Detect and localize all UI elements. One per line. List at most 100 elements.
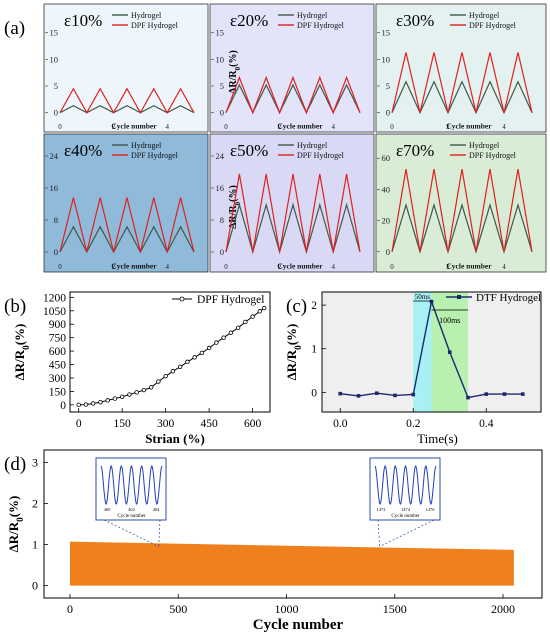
- data-point: [429, 299, 434, 304]
- inset-x-tick-label: 1474: [401, 507, 411, 512]
- x-axis-label: Cycle number: [277, 262, 323, 271]
- data-point: [163, 373, 168, 379]
- panel-c: 0 1 2 0.0 0.2 0.4 Time(s) ΔR/R0(%) 50ms 100ms DTF …: [284, 291, 542, 446]
- y-tick-label: 0: [54, 108, 58, 118]
- strain-label: ε70%: [396, 141, 434, 160]
- y-tick-label: 0: [60, 400, 66, 412]
- x-tick-label: 500: [169, 602, 187, 616]
- x-axis-label: Cycle number: [111, 122, 157, 131]
- x-tick-label: 0: [390, 123, 394, 131]
- series-line-hydrogel: [225, 83, 361, 115]
- data-point: [127, 392, 132, 397]
- inset-x-axis-label: Cycle number: [117, 514, 146, 519]
- x-tick-label: 2: [278, 263, 282, 271]
- x-tick-label: 1000: [275, 602, 299, 616]
- legend-label: DPF Hydrogel: [297, 151, 345, 160]
- y-tick-label: 2: [32, 496, 38, 510]
- y-tick-label: 750: [49, 333, 67, 345]
- data-point: [141, 387, 147, 393]
- data-point: [170, 369, 176, 374]
- legend-label: DPF Hydrogel: [469, 21, 517, 30]
- subplot-a2: 0 5 10 15 0 2 4 Cycle number ΔR/R0(%) ε20% Hydroge…: [209, 3, 375, 133]
- y-tick-label: 450: [49, 360, 67, 372]
- x-tick-label: 0: [58, 263, 62, 271]
- data-point: [447, 350, 452, 355]
- x-tick-label: 0: [76, 418, 82, 430]
- y-tick-label: 1050: [43, 306, 66, 318]
- data-point: [112, 396, 118, 401]
- x-tick-label: 0: [67, 602, 73, 616]
- y-tick-label: 10: [50, 54, 59, 64]
- data-point: [356, 394, 361, 398]
- data-point: [262, 305, 267, 311]
- inset-x-axis-label: Cycle number: [391, 514, 420, 519]
- strain-label: ε40%: [64, 141, 102, 160]
- y-tick-label: 3: [32, 455, 38, 469]
- data-point: [502, 392, 507, 396]
- data-point: [214, 340, 219, 345]
- series-line-dpf-hydrogel: [59, 197, 195, 253]
- x-tick-label: 0.2: [406, 418, 421, 430]
- y-tick-label: 600: [49, 346, 67, 358]
- legend-marker: [179, 296, 185, 302]
- x-axis-label: Cycle number: [446, 262, 492, 271]
- data-point: [411, 392, 416, 397]
- y-tick-label: 10: [216, 54, 225, 64]
- panel-d: 0 1 2 3 0 500 1000 1500 2000 Cycle number ΔR/R0(%)…: [6, 449, 543, 633]
- y-tick-label: 1: [32, 538, 38, 552]
- panel-label-d: (d): [4, 454, 26, 475]
- data-point: [243, 319, 248, 325]
- panel-label-b: (b): [4, 296, 26, 317]
- plot-frame: [321, 291, 542, 413]
- x-tick-label: 4: [331, 123, 335, 131]
- y-tick-label: 1200: [43, 292, 66, 304]
- y-tick-label: 24: [50, 151, 59, 161]
- x-tick-label: 0: [58, 123, 62, 131]
- x-axis-label: Time(s): [417, 431, 458, 446]
- inset-connector: [158, 519, 161, 547]
- y-tick-label: 8: [54, 215, 58, 225]
- x-tick-label: 4: [502, 123, 506, 131]
- inset-series-line: [374, 464, 437, 506]
- y-tick-label: 0: [220, 247, 224, 257]
- data-point: [83, 402, 89, 407]
- y-tick-label: 0: [386, 108, 390, 118]
- data-point: [228, 330, 234, 335]
- x-tick-label: 2: [112, 123, 116, 131]
- inset-1: 400 402 404 Cycle number: [95, 457, 167, 547]
- series-line-hydrogel: [391, 202, 533, 254]
- data-point: [156, 379, 161, 384]
- legend-label: Hydrogel: [131, 141, 162, 150]
- x-tick-label: 600: [244, 418, 262, 430]
- y-tick-label: 1: [311, 344, 317, 356]
- y-axis-label: ΔR/R0(%): [228, 185, 242, 229]
- y-tick-label: 24: [216, 151, 225, 161]
- data-point: [119, 394, 125, 399]
- y-tick-label: 40: [382, 184, 391, 194]
- x-tick-label: 2: [278, 123, 282, 131]
- data-point: [393, 393, 397, 398]
- legend-label: Hydrogel: [469, 11, 500, 20]
- series-line-dpf-hydrogel: [225, 75, 361, 115]
- y-tick-label: 15: [50, 28, 59, 38]
- y-tick-label: 5: [54, 81, 58, 91]
- data-point: [177, 364, 183, 369]
- series-line-hydrogel: [391, 80, 533, 115]
- y-tick-label: 15: [216, 28, 225, 38]
- x-tick-label: 4: [502, 263, 506, 271]
- series-line-dpf-hydrogel: [225, 173, 361, 253]
- y-tick-label: 0: [311, 387, 317, 399]
- x-axis-label: Cycle number: [277, 122, 323, 131]
- plot-frame: [43, 449, 543, 599]
- series-line-dpf-hydrogel: [391, 52, 533, 113]
- strain-label: ε50%: [230, 141, 268, 160]
- data-point: [338, 391, 343, 396]
- x-axis-label: Cycle number: [111, 262, 157, 271]
- series-line-dpf-hydrogel: [391, 169, 533, 252]
- series-line-hydrogel: [225, 202, 361, 255]
- subplot-background: [375, 133, 547, 273]
- x-tick-label: 0.0: [333, 418, 348, 430]
- y-tick-label: 2: [311, 300, 317, 312]
